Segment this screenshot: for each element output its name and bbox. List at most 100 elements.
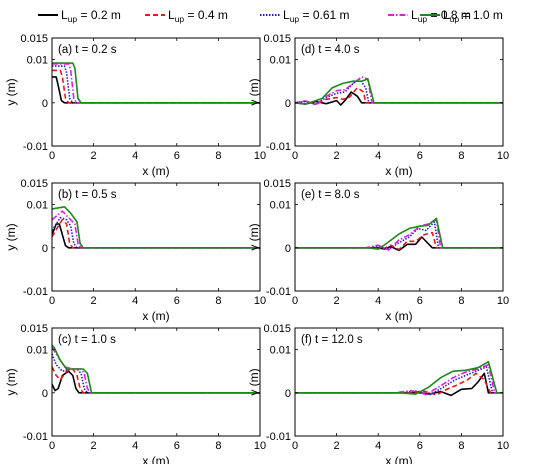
series-line <box>52 206 260 249</box>
x-tick-label: 4 <box>375 150 381 162</box>
x-tick-label: 10 <box>497 295 509 307</box>
y-tick-label: 0 <box>42 388 48 400</box>
x-tick-label: 2 <box>91 440 97 452</box>
series-line <box>52 223 260 249</box>
series-line <box>52 216 260 249</box>
panel-label: (a) t = 0.2 s <box>58 44 117 56</box>
x-tick-label: 6 <box>417 150 423 162</box>
x-tick-label: 6 <box>174 295 180 307</box>
y-tick-label: 0 <box>42 98 48 110</box>
y-tick-label: -0.01 <box>266 286 291 298</box>
axes-frame <box>51 37 261 147</box>
x-tick-label: 8 <box>215 440 221 452</box>
x-tick-label: 0 <box>292 295 298 307</box>
series-line <box>295 221 503 251</box>
axes-frame <box>294 327 504 437</box>
series-line <box>52 353 260 394</box>
x-tick-label: 0 <box>292 150 298 162</box>
axes-frame <box>51 182 261 292</box>
legend-label: Lup = 1.0 m <box>443 8 503 24</box>
legend-label: Lup = 0.2 m <box>61 8 121 24</box>
legend-item: Lup = 0.8 m <box>388 8 471 24</box>
legend-label: Lup = 0.4 m <box>168 8 228 24</box>
y-tick-label: -0.01 <box>266 431 291 443</box>
series-line <box>295 76 503 106</box>
panel-label: (b) t = 0.5 s <box>58 189 117 201</box>
y-tick-label: 0 <box>285 243 291 255</box>
x-tick-label: 6 <box>174 150 180 162</box>
series-line <box>295 218 503 251</box>
axes-frame <box>294 182 504 292</box>
x-tick-label: 2 <box>334 295 340 307</box>
series-line <box>295 363 503 396</box>
x-tick-label: 4 <box>375 295 381 307</box>
x-tick-label: 8 <box>458 440 464 452</box>
series-line <box>52 65 260 104</box>
x-tick-label: 4 <box>132 295 138 307</box>
x-tick-label: 4 <box>375 440 381 452</box>
y-tick-label: 0.01 <box>27 200 48 212</box>
y-tick-label: 0.015 <box>263 33 291 45</box>
series-line <box>52 76 260 104</box>
series-line <box>295 366 503 396</box>
y-tick-label: 0.015 <box>20 323 48 335</box>
series-line <box>52 62 260 104</box>
y-tick-label: 0.01 <box>270 55 291 67</box>
panel-curves <box>52 62 260 104</box>
x-tick-label: 10 <box>497 150 509 162</box>
x-axis-label: x (m) <box>142 309 169 323</box>
x-axis-label: x (m) <box>385 309 412 323</box>
legend-item: Lup = 0.61 m <box>260 8 350 24</box>
legend-item: Lup = 1.0 m <box>420 8 503 24</box>
x-axis-label: x (m) <box>385 454 412 464</box>
y-tick-label: -0.01 <box>23 431 48 443</box>
y-axis-label: y (m) <box>247 368 261 395</box>
x-tick-label: 2 <box>91 295 97 307</box>
panel-label: (c) t = 1.0 s <box>58 334 116 346</box>
series-line <box>52 63 260 104</box>
panel-label: (f) t = 12.0 s <box>301 334 363 346</box>
x-tick-label: 4 <box>132 440 138 452</box>
y-tick-label: 0 <box>285 388 291 400</box>
series-line <box>52 370 260 394</box>
y-tick-label: 0.015 <box>263 178 291 190</box>
y-tick-label: 0.015 <box>20 178 48 190</box>
x-tick-label: 0 <box>49 295 55 307</box>
x-tick-label: 2 <box>91 150 97 162</box>
panel-curves <box>52 206 260 249</box>
x-tick-label: 6 <box>174 440 180 452</box>
y-tick-label: 0 <box>285 98 291 110</box>
x-tick-label: 2 <box>334 440 340 452</box>
y-tick-label: 0.015 <box>263 323 291 335</box>
series-line <box>52 69 260 104</box>
y-tick-label: -0.01 <box>23 286 48 298</box>
y-axis-label: y (m) <box>247 223 261 250</box>
y-tick-label: 0.01 <box>27 345 48 357</box>
x-tick-label: 8 <box>215 295 221 307</box>
y-tick-label: 0.01 <box>27 55 48 67</box>
y-axis-label: y (m) <box>4 78 18 105</box>
x-tick-label: 6 <box>417 440 423 452</box>
panel-curves <box>295 360 503 397</box>
legend-label: Lup = 0.8 m <box>411 8 471 24</box>
y-axis-label: y (m) <box>4 223 18 250</box>
y-tick-label: 0.015 <box>20 33 48 45</box>
panel-label: (e) t = 8.0 s <box>301 189 360 201</box>
legend-box <box>36 3 547 25</box>
x-tick-label: 0 <box>49 440 55 452</box>
series-line <box>295 236 503 252</box>
legend-item: Lup = 0.2 m <box>38 8 121 24</box>
x-tick-label: 0 <box>292 440 298 452</box>
x-tick-label: 8 <box>215 150 221 162</box>
y-axis-label: y (m) <box>247 78 261 105</box>
x-tick-label: 8 <box>458 295 464 307</box>
x-axis-label: x (m) <box>142 164 169 178</box>
y-tick-label: 0.01 <box>270 200 291 212</box>
